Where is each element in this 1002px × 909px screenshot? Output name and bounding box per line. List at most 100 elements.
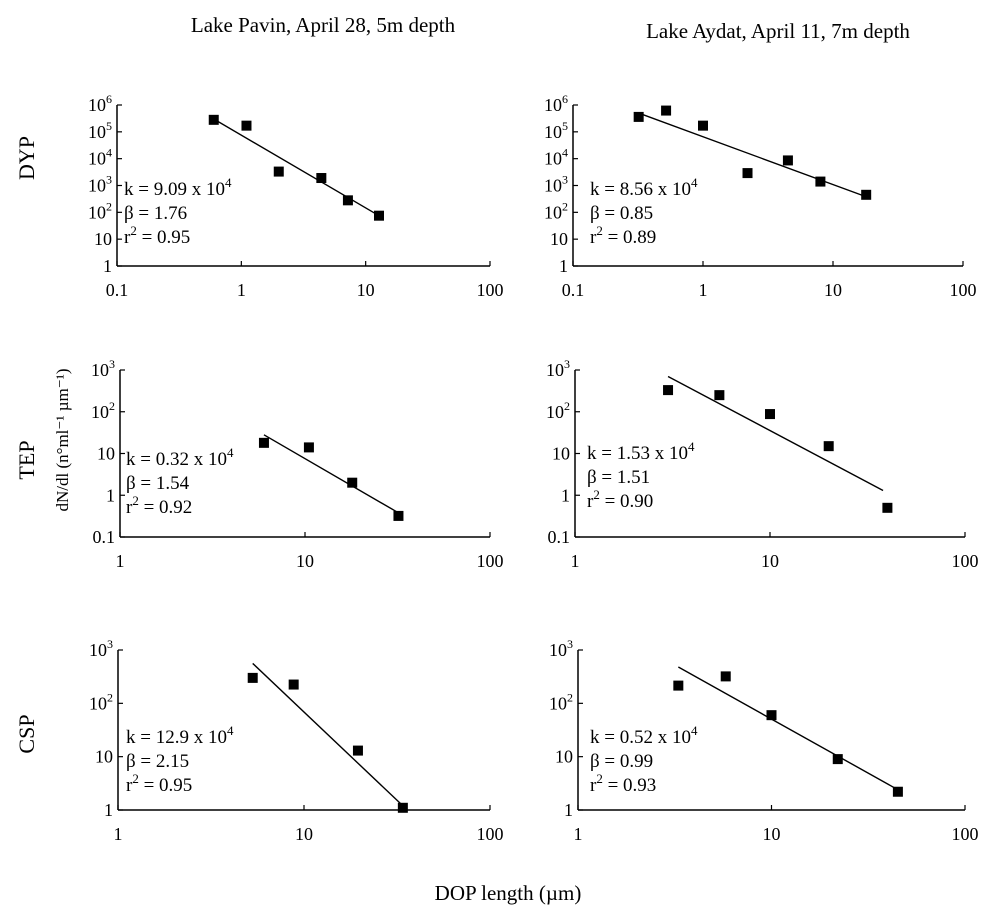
y-tick-label: 1 [564, 800, 573, 820]
y-tick-label: 0.1 [548, 527, 571, 547]
y-tick-label: 102 [546, 399, 570, 422]
x-tick-label: 1 [237, 280, 246, 300]
y-axis-label: dN/dl (n°ml⁻¹ µm⁻¹) [53, 369, 72, 512]
annotation-line: r2 = 0.92 [126, 493, 192, 518]
x-tick-label: 100 [952, 824, 979, 844]
annotation-line: k = 1.53 x 104 [587, 439, 695, 464]
data-point [766, 710, 777, 721]
annotation-line: k = 0.52 x 104 [590, 723, 698, 748]
data-point [316, 173, 327, 184]
y-tick-label: 1 [106, 485, 115, 505]
y-tick-label: 1 [104, 800, 113, 820]
annotation-line: β = 1.76 [124, 203, 187, 224]
annotation-line: r2 = 0.95 [124, 223, 190, 248]
data-point [815, 176, 826, 187]
y-tick-label: 103 [549, 637, 573, 660]
x-tick-label: 1 [116, 551, 125, 571]
data-point [714, 390, 725, 401]
y-tick-label: 105 [544, 119, 568, 142]
data-point [352, 745, 363, 756]
fit-line [638, 112, 867, 198]
panel-1: 1 10 102 103 104 105 106 0.1 1 10 100 k = 9.09 x 10… [88, 92, 504, 300]
y-tick-label: 102 [89, 690, 113, 713]
panel-2: 1 10 102 103 104 105 106 0.1 1 10 100 k = 8.56 x 10… [544, 92, 977, 300]
annotation-line: k = 12.9 x 104 [126, 723, 234, 748]
y-tick-label: 10 [555, 747, 573, 767]
x-tick-label: 1 [114, 824, 123, 844]
x-axis-label: DOP length (µm) [435, 881, 582, 905]
y-tick-label: 106 [88, 92, 112, 115]
annotation-line: k = 9.09 x 104 [124, 175, 232, 200]
data-point [633, 111, 644, 122]
x-tick-label: 100 [477, 280, 504, 300]
x-tick-label: 100 [477, 824, 504, 844]
x-tick-label: 0.1 [562, 280, 585, 300]
row-label-tep: TEP [14, 440, 39, 479]
data-point [258, 437, 269, 448]
x-tick-label: 10 [296, 551, 314, 571]
x-tick-label: 100 [950, 280, 977, 300]
y-tick-label: 103 [544, 173, 568, 196]
data-point [663, 385, 674, 396]
data-point [832, 754, 843, 765]
y-tick-label: 104 [88, 146, 112, 169]
annotation-line: r2 = 0.90 [587, 487, 653, 512]
data-point [861, 189, 872, 200]
annotation-line: k = 8.56 x 104 [590, 175, 698, 200]
data-point [347, 477, 358, 488]
data-point [720, 671, 731, 682]
y-tick-label: 10 [94, 229, 112, 249]
x-tick-label: 10 [295, 824, 313, 844]
annotation-line: k = 0.32 x 104 [126, 445, 234, 470]
row-label-dyp: DYP [14, 136, 39, 180]
data-point [241, 120, 252, 131]
panel-6: 1 10 102 103 1 10 100 k = 0.52 x 104 β = 0.99r2 … [549, 637, 979, 844]
y-tick-label: 105 [88, 119, 112, 142]
y-tick-label: 102 [544, 199, 568, 222]
y-tick-label: 103 [88, 173, 112, 196]
fit-line [252, 662, 404, 807]
annotation-line: β = 0.99 [590, 751, 653, 772]
data-point [373, 210, 384, 221]
data-point [765, 409, 775, 420]
data-point [288, 679, 299, 690]
panel-5: 1 10 102 103 1 10 100 k = 12.9 x 104 β = 2.15r2 … [89, 637, 504, 844]
data-point [303, 442, 314, 453]
data-point [247, 672, 258, 683]
data-point [273, 166, 284, 177]
y-tick-label: 10 [552, 444, 570, 464]
x-tick-label: 1 [574, 824, 583, 844]
data-point [673, 680, 684, 691]
fit-line [667, 375, 884, 492]
data-point [698, 120, 708, 131]
column-title-aydat: Lake Aydat, April 11, 7m depth [646, 19, 910, 43]
row-label-csp: CSP [14, 714, 39, 753]
annotation-line: r2 = 0.93 [590, 771, 656, 796]
y-tick-label: 1 [561, 485, 570, 505]
y-tick-label: 102 [88, 199, 112, 222]
y-tick-label: 10 [95, 747, 113, 767]
y-tick-label: 106 [544, 92, 568, 115]
x-tick-label: 10 [357, 280, 375, 300]
fit-line [677, 666, 899, 791]
annotation-line: β = 2.15 [126, 751, 189, 772]
x-tick-label: 10 [824, 280, 842, 300]
annotation-line: β = 0.85 [590, 203, 653, 224]
data-point [742, 168, 753, 179]
y-tick-label: 0.1 [93, 527, 116, 547]
x-tick-label: 10 [763, 824, 781, 844]
x-tick-label: 1 [571, 551, 580, 571]
data-point [208, 114, 219, 125]
y-tick-label: 10 [550, 229, 568, 249]
fit-line [213, 118, 380, 217]
y-tick-label: 104 [544, 146, 568, 169]
y-tick-label: 102 [91, 399, 115, 422]
y-tick-label: 103 [546, 357, 570, 380]
annotation-line: β = 1.51 [587, 467, 650, 488]
y-tick-label: 10 [97, 444, 115, 464]
x-tick-label: 10 [761, 551, 779, 571]
y-tick-label: 103 [91, 357, 115, 380]
